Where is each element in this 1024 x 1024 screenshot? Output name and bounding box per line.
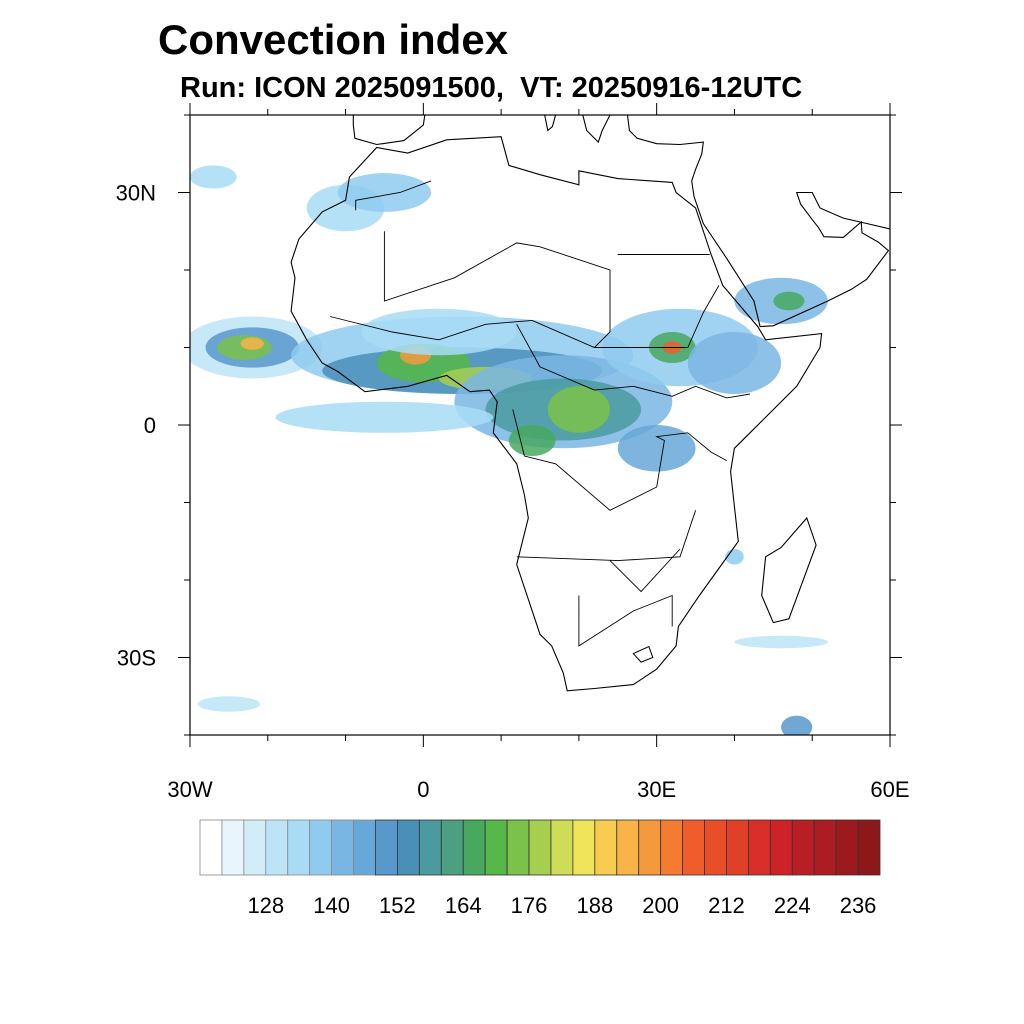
y-tick-label: 0 [144,413,156,438]
convection-area [617,425,696,472]
convection-area [508,425,556,456]
colorbar-box [506,819,530,876]
convection-area [687,332,782,394]
greece-coastline [582,115,612,144]
convection-area [275,401,494,433]
colorbar-box [243,819,267,876]
convection-area [734,635,828,649]
colorbar-box [397,819,420,876]
colorbar-box [616,819,640,876]
colorbar-box [660,819,683,876]
colorbar-label: 200 [642,893,679,918]
convection-area [197,696,261,712]
y-tick-label: 30N [116,181,156,206]
x-tick-label: 60E [870,777,909,802]
colorbar-box [791,819,815,876]
axis-ticks: 30W 0 30E 60E 30N 0 30S [116,103,910,802]
iberia-coastline [352,115,426,146]
colorbar-box [594,819,618,876]
africa-coastline [290,136,823,692]
colorbar-label: 212 [708,893,745,918]
colorbar-box [747,819,771,876]
country-border [578,594,673,647]
country-border [355,180,432,211]
colorbar-box [769,819,793,876]
colorbar-box [418,819,442,876]
y-tick-label: 30S [117,646,156,671]
colorbar-box [265,819,289,876]
convection-area [773,291,805,311]
x-tick-label: 30E [637,777,676,802]
convection-field [190,165,828,735]
italy-coastline [543,115,560,132]
country-border [609,548,681,593]
colorbar-box [726,819,749,876]
country-border [516,510,697,562]
plot-title: Convection index [158,16,509,63]
coastlines [290,115,890,692]
x-tick-label: 30W [167,777,212,802]
colorbar-label: 176 [511,893,548,918]
convection-area [361,308,517,356]
colorbar-label: 128 [247,893,284,918]
colorbar-box [682,819,705,876]
colorbar-box [550,819,574,876]
colorbar-box [353,819,376,876]
colorbar-box [638,819,662,876]
colorbar-box [440,819,464,876]
middle-east-coastline [626,115,890,328]
colorbar-box [813,819,837,876]
country-border [512,409,727,511]
convection-area [547,386,611,433]
colorbar-box [835,819,859,876]
convection-area [337,173,432,212]
colorbar-box [857,819,881,876]
colorbar-box [528,819,552,876]
colorbar-box [199,819,223,876]
convection-area [725,549,744,565]
colorbar-box [462,819,486,876]
country-border [516,324,751,399]
colorbar-box [704,819,727,876]
x-tick-label: 0 [417,777,429,802]
colorbar: 128 140 152 164 176 188 200 212 224 236 [199,819,881,918]
country-border [383,231,611,348]
colorbar-box [572,819,596,876]
convection-area [240,337,264,350]
colorbar-label: 236 [840,893,877,918]
colorbar-box [287,819,311,876]
colorbar-box [375,819,398,876]
colorbar-box [309,819,333,876]
colorbar-label: 224 [774,893,811,918]
colorbar-label: 188 [576,893,613,918]
convection-area [781,715,813,735]
colorbar-label: 164 [445,893,482,918]
lesotho-border [632,645,654,663]
plot-subtitle: Run: ICON 2025091500, VT: 20250916-12UTC [180,72,803,104]
convection-area [190,165,237,189]
colorbar-box [331,819,354,876]
madagascar-coastline [761,516,817,624]
country-border [329,285,720,348]
colorbar-label: 140 [313,893,350,918]
colorbar-box [484,819,508,876]
colorbar-box [221,819,245,876]
colorbar-label: 152 [379,893,416,918]
